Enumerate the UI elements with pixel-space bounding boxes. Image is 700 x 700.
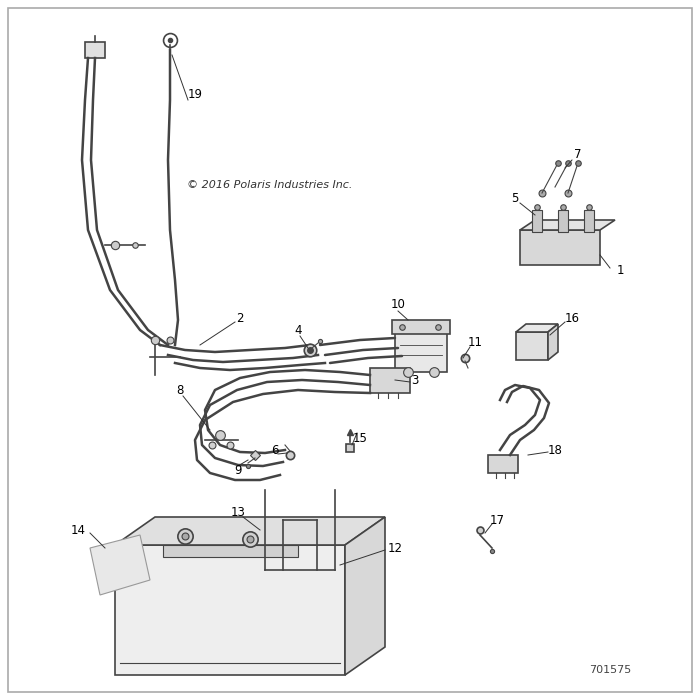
Text: 701575: 701575 xyxy=(589,665,631,675)
Text: 7: 7 xyxy=(574,148,582,162)
Text: 1: 1 xyxy=(616,263,624,276)
Text: 19: 19 xyxy=(188,88,202,102)
Text: 12: 12 xyxy=(388,542,402,554)
Text: 14: 14 xyxy=(71,524,85,536)
Text: 13: 13 xyxy=(230,505,246,519)
Text: 17: 17 xyxy=(489,514,505,526)
Polygon shape xyxy=(548,324,558,360)
Text: 18: 18 xyxy=(547,444,562,456)
Bar xyxy=(163,545,298,557)
Bar xyxy=(516,332,548,360)
Text: 11: 11 xyxy=(468,337,482,349)
Text: 16: 16 xyxy=(564,312,580,325)
Text: 8: 8 xyxy=(176,384,183,396)
Bar xyxy=(520,230,600,265)
Bar xyxy=(584,210,594,232)
Polygon shape xyxy=(516,324,558,332)
Bar xyxy=(115,545,345,675)
Bar xyxy=(392,320,450,334)
Bar xyxy=(532,210,542,232)
Text: 9: 9 xyxy=(234,463,241,477)
Polygon shape xyxy=(85,42,105,58)
Polygon shape xyxy=(115,517,385,545)
Polygon shape xyxy=(520,220,615,230)
Bar xyxy=(395,330,447,372)
Polygon shape xyxy=(345,517,385,675)
Text: 2: 2 xyxy=(237,312,244,325)
Bar xyxy=(558,210,568,232)
Text: 3: 3 xyxy=(412,374,419,386)
Text: 5: 5 xyxy=(511,192,519,204)
Text: 10: 10 xyxy=(391,298,405,312)
Bar xyxy=(370,368,410,393)
Bar xyxy=(488,455,518,473)
Text: © 2016 Polaris Industries Inc.: © 2016 Polaris Industries Inc. xyxy=(188,180,353,190)
Text: 6: 6 xyxy=(272,444,279,456)
Text: 15: 15 xyxy=(353,431,368,444)
Polygon shape xyxy=(90,535,150,595)
Text: 4: 4 xyxy=(294,323,302,337)
